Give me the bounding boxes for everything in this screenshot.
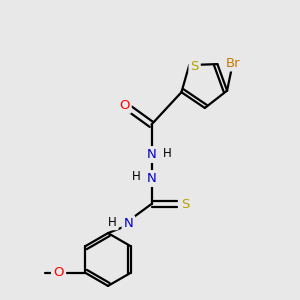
Text: N: N (124, 217, 133, 230)
Text: O: O (53, 266, 63, 279)
Text: S: S (181, 197, 190, 211)
Text: Br: Br (226, 56, 240, 70)
Text: O: O (119, 99, 130, 112)
Text: H: H (163, 146, 172, 160)
Text: N: N (147, 172, 156, 185)
Text: S: S (190, 60, 199, 73)
Text: N: N (147, 148, 156, 161)
Text: H: H (131, 170, 140, 184)
Text: H: H (108, 215, 117, 229)
